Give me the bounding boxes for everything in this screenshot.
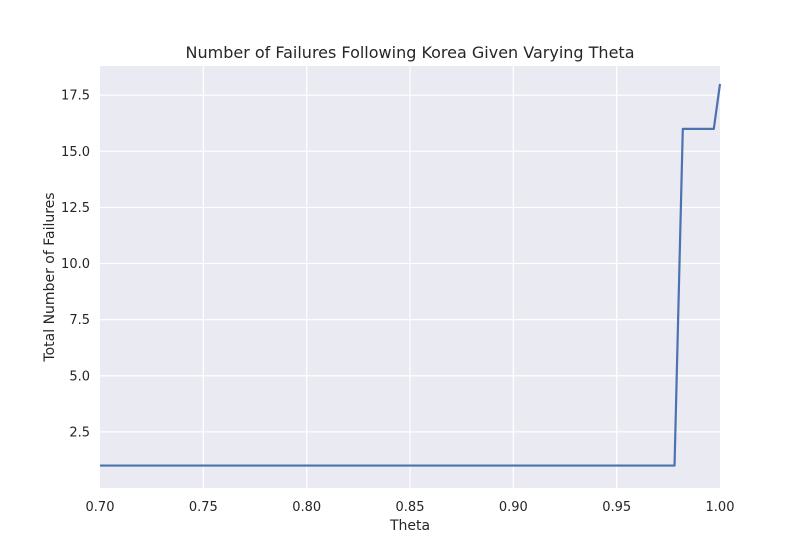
- x-tick-label: 0.95: [602, 500, 631, 515]
- y-tick-label: 2.5: [69, 425, 90, 440]
- x-tick-label: 0.80: [292, 500, 321, 515]
- y-tick-labels: 2.5 5.0 7.5 10.0 12.5 15.0 17.5: [61, 89, 90, 441]
- x-tick-label: 0.90: [499, 500, 528, 515]
- y-tick-label: 12.5: [61, 201, 90, 216]
- chart-title: Number of Failures Following Korea Given…: [186, 43, 635, 62]
- y-grid: [100, 94, 720, 433]
- series-layer: [100, 83, 722, 467]
- x-tick-labels: 0.70 0.75 0.80 0.85 0.90 0.95 1.00: [86, 500, 735, 515]
- y-tick-label: 10.0: [61, 257, 90, 272]
- x-tick-label: 0.75: [189, 500, 218, 515]
- x-tick-label: 0.70: [86, 500, 115, 515]
- y-axis-label: Total Number of Failures: [42, 192, 58, 362]
- x-grid: [202, 66, 618, 488]
- x-tick-label: 1.00: [706, 500, 735, 515]
- y-tick-label: 17.5: [61, 89, 90, 104]
- series-line: [100, 83, 722, 467]
- y-tick-label: 15.0: [61, 145, 90, 160]
- y-tick-label: 5.0: [69, 369, 90, 384]
- y-tick-label: 7.5: [69, 313, 90, 328]
- x-axis-label: Theta: [389, 518, 430, 534]
- x-tick-label: 0.85: [396, 500, 425, 515]
